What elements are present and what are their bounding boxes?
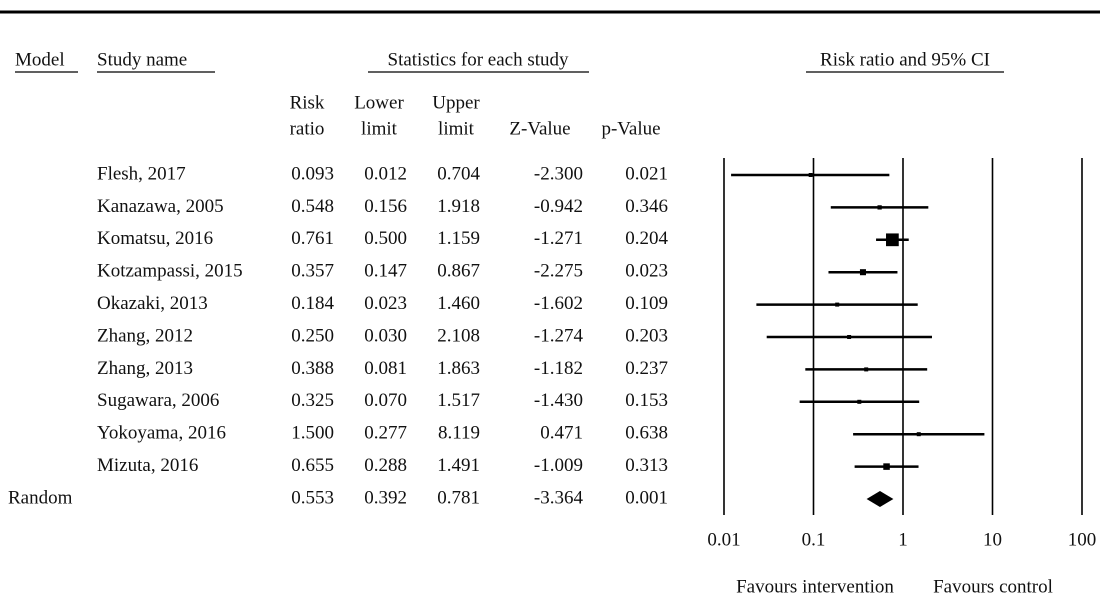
cell-value: 0.288 — [364, 455, 407, 476]
cell-value: 8.119 — [438, 423, 480, 444]
column-header: Lower — [354, 92, 404, 113]
x-tick-label: 10 — [983, 529, 1002, 550]
x-tick-label: 1 — [898, 529, 908, 550]
x-tick-label: 100 — [1068, 529, 1097, 550]
study-name: Okazaki, 2013 — [97, 293, 208, 314]
study-name: Zhang, 2013 — [97, 358, 193, 379]
cell-value: 0.867 — [437, 261, 480, 282]
cell-value: 0.184 — [291, 293, 334, 314]
point-estimate — [859, 269, 866, 276]
cell-value: 0.357 — [291, 261, 334, 282]
point-estimate — [864, 367, 869, 372]
cell-value: 0.761 — [291, 228, 334, 249]
cell-value: 0.153 — [625, 390, 668, 411]
column-header: p-Value — [601, 118, 660, 139]
point-estimate — [877, 205, 882, 210]
cell-value: 2.108 — [437, 325, 480, 346]
x-tick-label: 0.01 — [707, 529, 740, 550]
column-header: limit — [361, 118, 398, 139]
study-name: Zhang, 2012 — [97, 325, 193, 346]
study-name: Kotzampassi, 2015 — [97, 261, 243, 282]
cell-value: 0.147 — [364, 261, 407, 282]
cell-value: 0.781 — [437, 487, 480, 508]
study-name: Komatsu, 2016 — [97, 228, 213, 249]
point-estimate — [916, 432, 921, 437]
study-name: Mizuta, 2016 — [97, 455, 198, 476]
point-estimate — [883, 463, 890, 470]
plot-header: Risk ratio and 95% CI — [820, 49, 990, 70]
cell-value: 0.093 — [291, 163, 334, 184]
cell-value: 1.500 — [291, 423, 334, 444]
summary-diamond — [866, 491, 894, 507]
cell-value: 0.203 — [625, 325, 668, 346]
cell-value: 0.001 — [625, 487, 668, 508]
point-estimate — [808, 173, 813, 177]
cell-value: 0.388 — [291, 358, 334, 379]
cell-value: 0.325 — [291, 390, 334, 411]
cell-value: 0.204 — [625, 228, 668, 249]
cell-value: 1.863 — [437, 358, 480, 379]
cell-value: 0.346 — [625, 196, 668, 217]
cell-value: 1.918 — [437, 196, 480, 217]
cell-value: -2.300 — [534, 163, 583, 184]
cell-value: 0.023 — [364, 293, 407, 314]
x-tick-label: 0.1 — [802, 529, 826, 550]
cell-value: 0.021 — [625, 163, 668, 184]
cell-value: 0.070 — [364, 390, 407, 411]
cell-value: 0.313 — [625, 455, 668, 476]
cell-value: 1.517 — [437, 390, 480, 411]
study-name: Yokoyama, 2016 — [97, 423, 226, 444]
model-label: Random — [8, 487, 73, 508]
study-header: Study name — [97, 49, 187, 70]
point-estimate — [835, 302, 840, 307]
cell-value: -1.430 — [534, 390, 583, 411]
cell-value: 0.500 — [364, 228, 407, 249]
cell-value: 0.081 — [364, 358, 407, 379]
study-name: Sugawara, 2006 — [97, 390, 219, 411]
cell-value: -1.274 — [534, 325, 584, 346]
cell-value: 0.704 — [437, 163, 480, 184]
cell-value: 0.638 — [625, 423, 668, 444]
cell-value: 0.553 — [291, 487, 334, 508]
cell-value: -3.364 — [534, 487, 584, 508]
favours-right: Favours control — [933, 576, 1053, 597]
point-estimate — [886, 233, 899, 247]
study-name: Kanazawa, 2005 — [97, 196, 224, 217]
stats-header: Statistics for each study — [388, 49, 569, 70]
cell-value: 0.109 — [625, 293, 668, 314]
cell-value: 0.023 — [625, 261, 668, 282]
cell-value: 0.250 — [291, 325, 334, 346]
column-header: limit — [438, 118, 475, 139]
cell-value: 0.156 — [364, 196, 407, 217]
point-estimate — [847, 335, 852, 339]
cell-value: 0.392 — [364, 487, 407, 508]
cell-value: -1.271 — [534, 228, 583, 249]
model-header: Model — [15, 49, 65, 70]
point-estimate — [857, 399, 862, 404]
cell-value: -1.182 — [534, 358, 583, 379]
column-header: ratio — [290, 118, 325, 139]
cell-value: 0.237 — [625, 358, 668, 379]
cell-value: -2.275 — [534, 261, 583, 282]
column-header: Z-Value — [509, 118, 570, 139]
cell-value: -1.009 — [534, 455, 583, 476]
cell-value: 1.159 — [437, 228, 480, 249]
cell-value: -0.942 — [534, 196, 583, 217]
cell-value: -1.602 — [534, 293, 583, 314]
column-header: Risk — [290, 92, 325, 113]
cell-value: 0.548 — [291, 196, 334, 217]
column-header: Upper — [432, 92, 480, 113]
cell-value: 0.471 — [540, 423, 583, 444]
cell-value: 0.277 — [364, 423, 407, 444]
cell-value: 0.655 — [291, 455, 334, 476]
study-name: Flesh, 2017 — [97, 163, 186, 184]
cell-value: 1.491 — [437, 455, 480, 476]
cell-value: 1.460 — [437, 293, 480, 314]
cell-value: 0.030 — [364, 325, 407, 346]
favours-left: Favours intervention — [736, 576, 894, 597]
cell-value: 0.012 — [364, 163, 407, 184]
